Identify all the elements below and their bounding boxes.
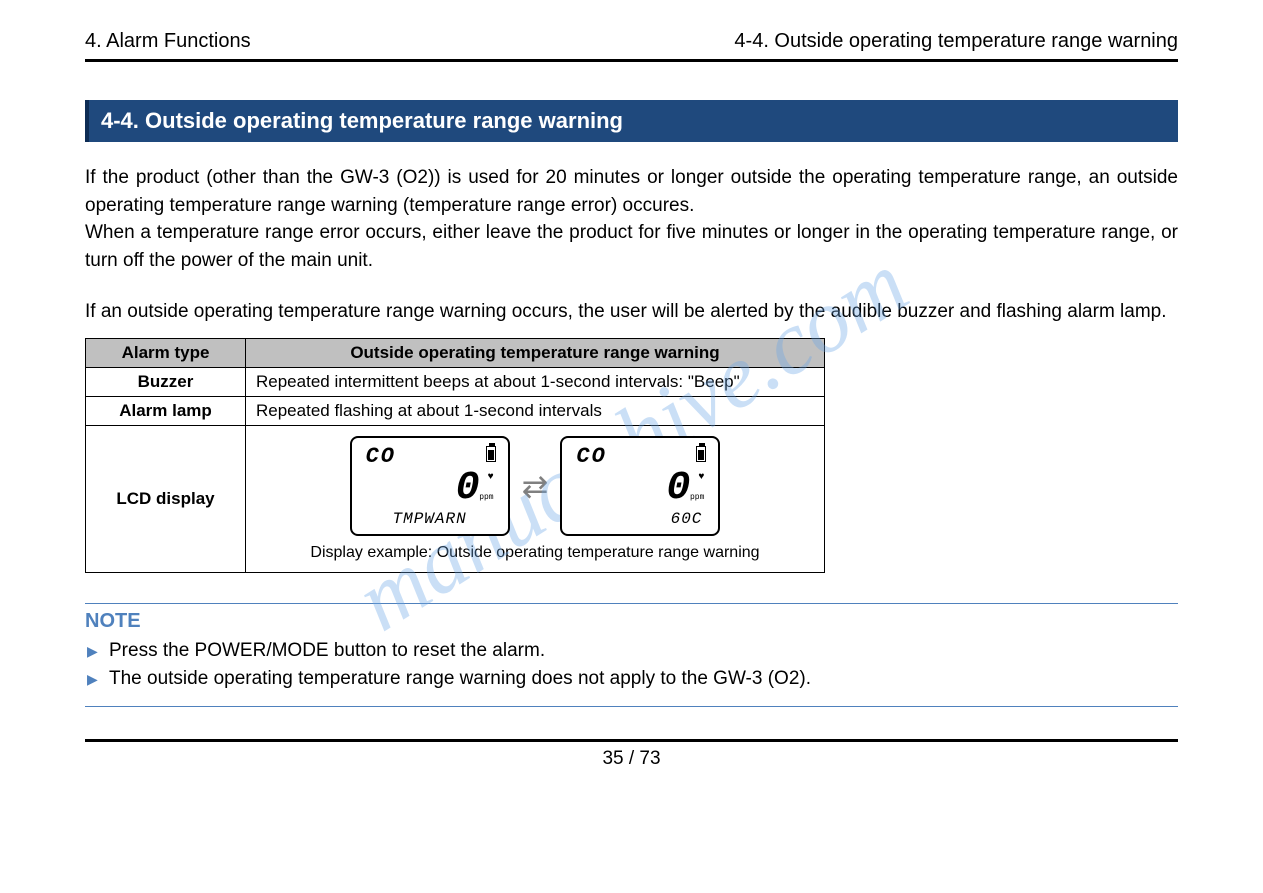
- intro-paragraph-2: If an outside operating temperature rang…: [85, 298, 1178, 326]
- header-chapter: 4. Alarm Functions: [85, 30, 251, 53]
- lcd-gas-label: CO: [366, 444, 396, 469]
- table-header-warning: Outside operating temperature range warn…: [246, 338, 825, 367]
- note-title: NOTE: [85, 610, 1178, 633]
- table-header-alarm-type: Alarm type: [86, 338, 246, 367]
- lcd-temp-text: 60C: [562, 510, 718, 528]
- row-label-buzzer: Buzzer: [86, 367, 246, 396]
- row-label-lcd: LCD display: [86, 425, 246, 572]
- row-value-buzzer: Repeated intermittent beeps at about 1-s…: [246, 367, 825, 396]
- lcd-unit: ppm: [479, 493, 493, 502]
- lcd-screen-left: CO 0 ♥ ppm TMPWARN: [350, 436, 510, 536]
- note-item: The outside operating temperature range …: [85, 665, 1178, 694]
- intro-paragraph-1: If the product (other than the GW-3 (O2)…: [85, 164, 1178, 274]
- header-section: 4-4. Outside operating temperature range…: [734, 30, 1178, 53]
- heart-icon: ♥: [488, 472, 494, 483]
- table-row: LCD display CO 0 ♥ ppm TMPWARN ⇄ CO 0 ♥ …: [86, 425, 825, 572]
- section-title: 4-4. Outside operating temperature range…: [85, 100, 1178, 142]
- lcd-status-text: TMPWARN: [352, 510, 508, 528]
- lcd-display-cell: CO 0 ♥ ppm TMPWARN ⇄ CO 0 ♥ ppm 60C Disp: [246, 425, 825, 572]
- lcd-gas-label: CO: [576, 444, 606, 469]
- alarm-table: Alarm type Outside operating temperature…: [85, 338, 825, 573]
- row-value-alarm-lamp: Repeated flashing at about 1-second inte…: [246, 396, 825, 425]
- battery-icon: [696, 446, 706, 462]
- row-label-alarm-lamp: Alarm lamp: [86, 396, 246, 425]
- heart-icon: ♥: [698, 472, 704, 483]
- lcd-screen-right: CO 0 ♥ ppm 60C: [560, 436, 720, 536]
- note-item: Press the POWER/MODE button to reset the…: [85, 637, 1178, 666]
- note-block: NOTE Press the POWER/MODE button to rese…: [85, 603, 1178, 707]
- lcd-value: 0: [456, 466, 480, 511]
- lcd-caption: Display example: Outside operating tempe…: [256, 544, 814, 562]
- table-row: Alarm lamp Repeated flashing at about 1-…: [86, 396, 825, 425]
- battery-icon: [486, 446, 496, 462]
- footer-rule: [85, 739, 1178, 742]
- page-number: 35 / 73: [85, 748, 1178, 770]
- table-row: Buzzer Repeated intermittent beeps at ab…: [86, 367, 825, 396]
- swap-arrow-icon: ⇄: [522, 467, 549, 505]
- lcd-value: 0: [666, 466, 690, 511]
- lcd-unit: ppm: [690, 493, 704, 502]
- page-header: 4. Alarm Functions 4-4. Outside operatin…: [85, 30, 1178, 62]
